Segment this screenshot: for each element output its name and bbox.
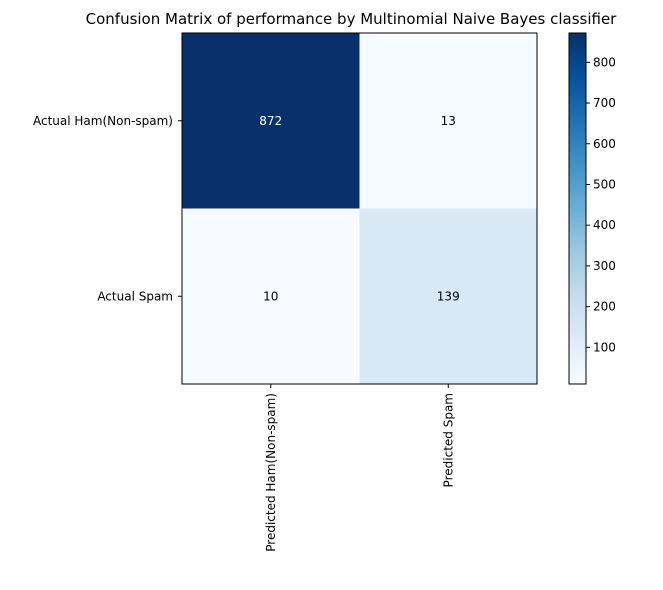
heatmap-cell bbox=[182, 208, 360, 384]
col-tick-label: Predicted Spam bbox=[441, 393, 455, 487]
colorbar-tick-label: 500 bbox=[593, 177, 616, 191]
heatmap-cell bbox=[359, 208, 537, 384]
chart-title: Confusion Matrix of performance by Multi… bbox=[86, 10, 618, 28]
plot-frame bbox=[181, 32, 538, 385]
col-tick-label: Predicted Ham(Non-spam) bbox=[264, 393, 278, 552]
row-tick-label: Actual Spam bbox=[97, 289, 173, 303]
colorbar-tick-label: 200 bbox=[593, 300, 616, 314]
heatmap-cell bbox=[359, 33, 537, 209]
colorbar-tick-label: 800 bbox=[593, 55, 616, 69]
cell-value-label: 10 bbox=[263, 289, 278, 303]
colorbar-tick-label: 100 bbox=[593, 340, 616, 354]
colorbar bbox=[568, 32, 587, 385]
heatmap-cell bbox=[182, 33, 360, 209]
row-tick-label: Actual Ham(Non-spam) bbox=[33, 114, 173, 128]
colorbar-tick-label: 700 bbox=[593, 96, 616, 110]
colorbar-tick-label: 300 bbox=[593, 259, 616, 273]
cell-value-label: 13 bbox=[441, 114, 456, 128]
colorbar-tick-label: 600 bbox=[593, 137, 616, 151]
cell-value-label: 139 bbox=[437, 289, 460, 303]
cell-value-label: 872 bbox=[259, 114, 282, 128]
colorbar-tick-label: 400 bbox=[593, 218, 616, 232]
